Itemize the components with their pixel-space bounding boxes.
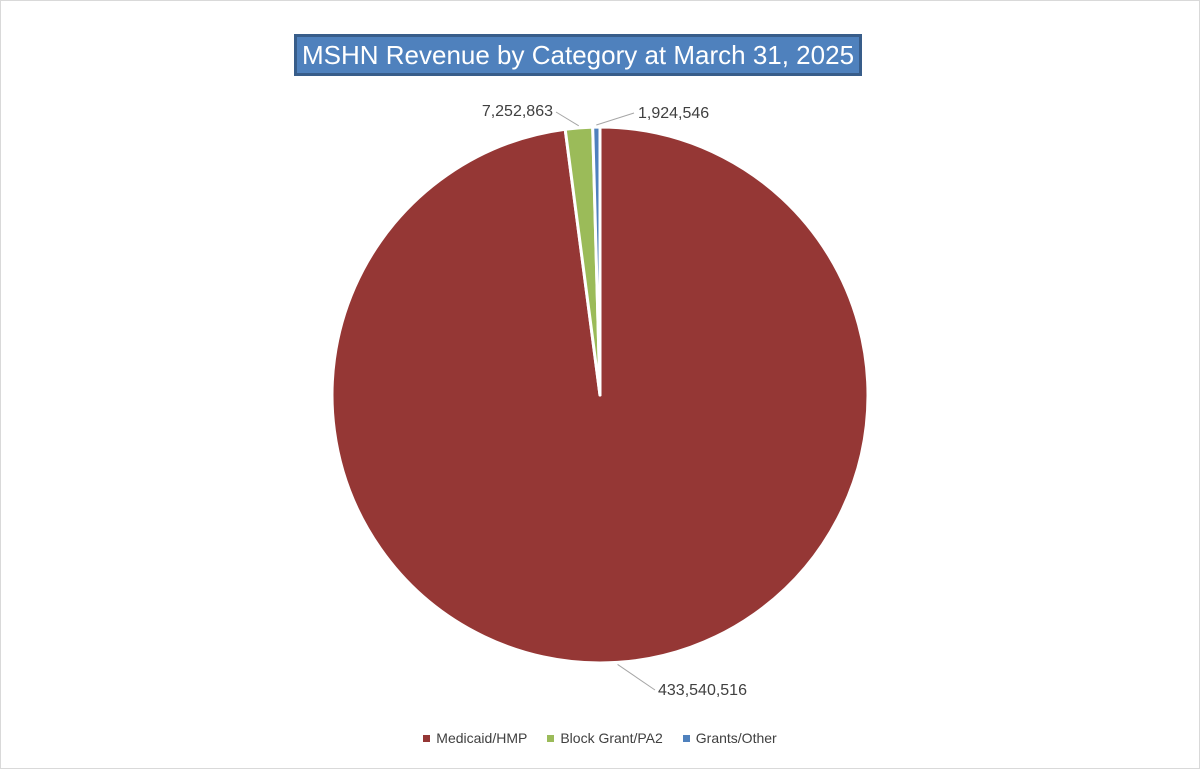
chart-title-box: MSHN Revenue by Category at March 31, 20…	[294, 34, 862, 76]
leader-line	[596, 112, 635, 126]
data-label: 7,252,863	[482, 103, 553, 120]
chart-title: MSHN Revenue by Category at March 31, 20…	[301, 39, 855, 70]
data-label: 433,540,516	[658, 682, 747, 699]
pie-slices	[330, 125, 870, 665]
legend-swatch	[682, 734, 690, 742]
data-labels: 433,540,516 7,252,863 1,924,546	[482, 103, 747, 699]
legend-label: Block Grant/PA2	[560, 730, 663, 746]
data-label: 1,924,546	[638, 105, 709, 122]
legend-swatch	[423, 734, 431, 742]
leader-lines	[555, 111, 656, 691]
legend-swatch	[547, 734, 555, 742]
leader-line	[617, 664, 656, 691]
legend-item-block-grant-pa2: Block Grant/PA2	[547, 730, 663, 746]
pie-slice-grants-other	[591, 125, 602, 397]
legend-label: Medicaid/HMP	[436, 730, 528, 746]
legend: Medicaid/HMP Block Grant/PA2 Grants/Othe…	[0, 730, 1200, 746]
legend-item-medicaid-hmp: Medicaid/HMP	[423, 730, 527, 746]
legend-item-grants-other: Grants/Other	[682, 730, 777, 746]
leader-line	[555, 111, 580, 127]
legend-label: Grants/Other	[695, 730, 777, 746]
